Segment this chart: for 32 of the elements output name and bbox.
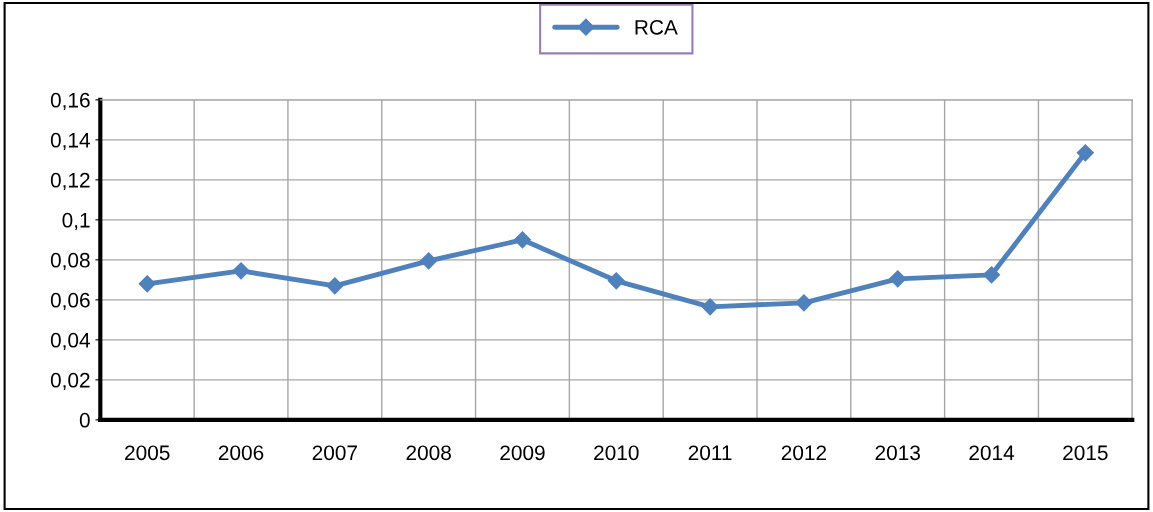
y-tick-label: 0,14 — [50, 132, 90, 151]
point — [701, 298, 719, 316]
y-tick-label: 0,08 — [50, 252, 90, 271]
x-tick-label: 2007 — [312, 445, 357, 461]
point — [982, 266, 1001, 284]
y-tick-label: 0,16 — [50, 92, 90, 111]
point — [326, 277, 344, 295]
x-tick-label: 2013 — [875, 445, 920, 461]
x-tick-label: 2009 — [500, 445, 545, 461]
point — [232, 262, 250, 280]
x-tick-label: 2008 — [406, 445, 451, 461]
x-tick-label: 2005 — [125, 445, 170, 461]
point — [1076, 144, 1094, 162]
x-tick-label: 2010 — [594, 445, 639, 461]
point — [607, 272, 625, 290]
legend-label: RCA — [635, 19, 678, 35]
y-tick-label: 0,02 — [50, 372, 90, 391]
x-tick-label: 2011 — [688, 445, 732, 461]
x-tick-label: 2014 — [969, 445, 1015, 461]
x-tick-label: 2012 — [781, 445, 827, 461]
y-tick-label: 0,04 — [50, 332, 90, 351]
x-tick-label: 2006 — [218, 445, 264, 461]
point — [420, 252, 438, 270]
point — [795, 294, 813, 312]
point — [138, 275, 156, 293]
point — [889, 270, 907, 288]
point — [513, 231, 532, 249]
y-tick-label: 0 — [79, 412, 90, 428]
y-tick-label: 0,06 — [50, 292, 90, 311]
x-tick-label: 2015 — [1063, 445, 1108, 461]
y-tick-label: 0,12 — [50, 172, 90, 191]
y-tick-label: 0,1 — [62, 212, 90, 231]
